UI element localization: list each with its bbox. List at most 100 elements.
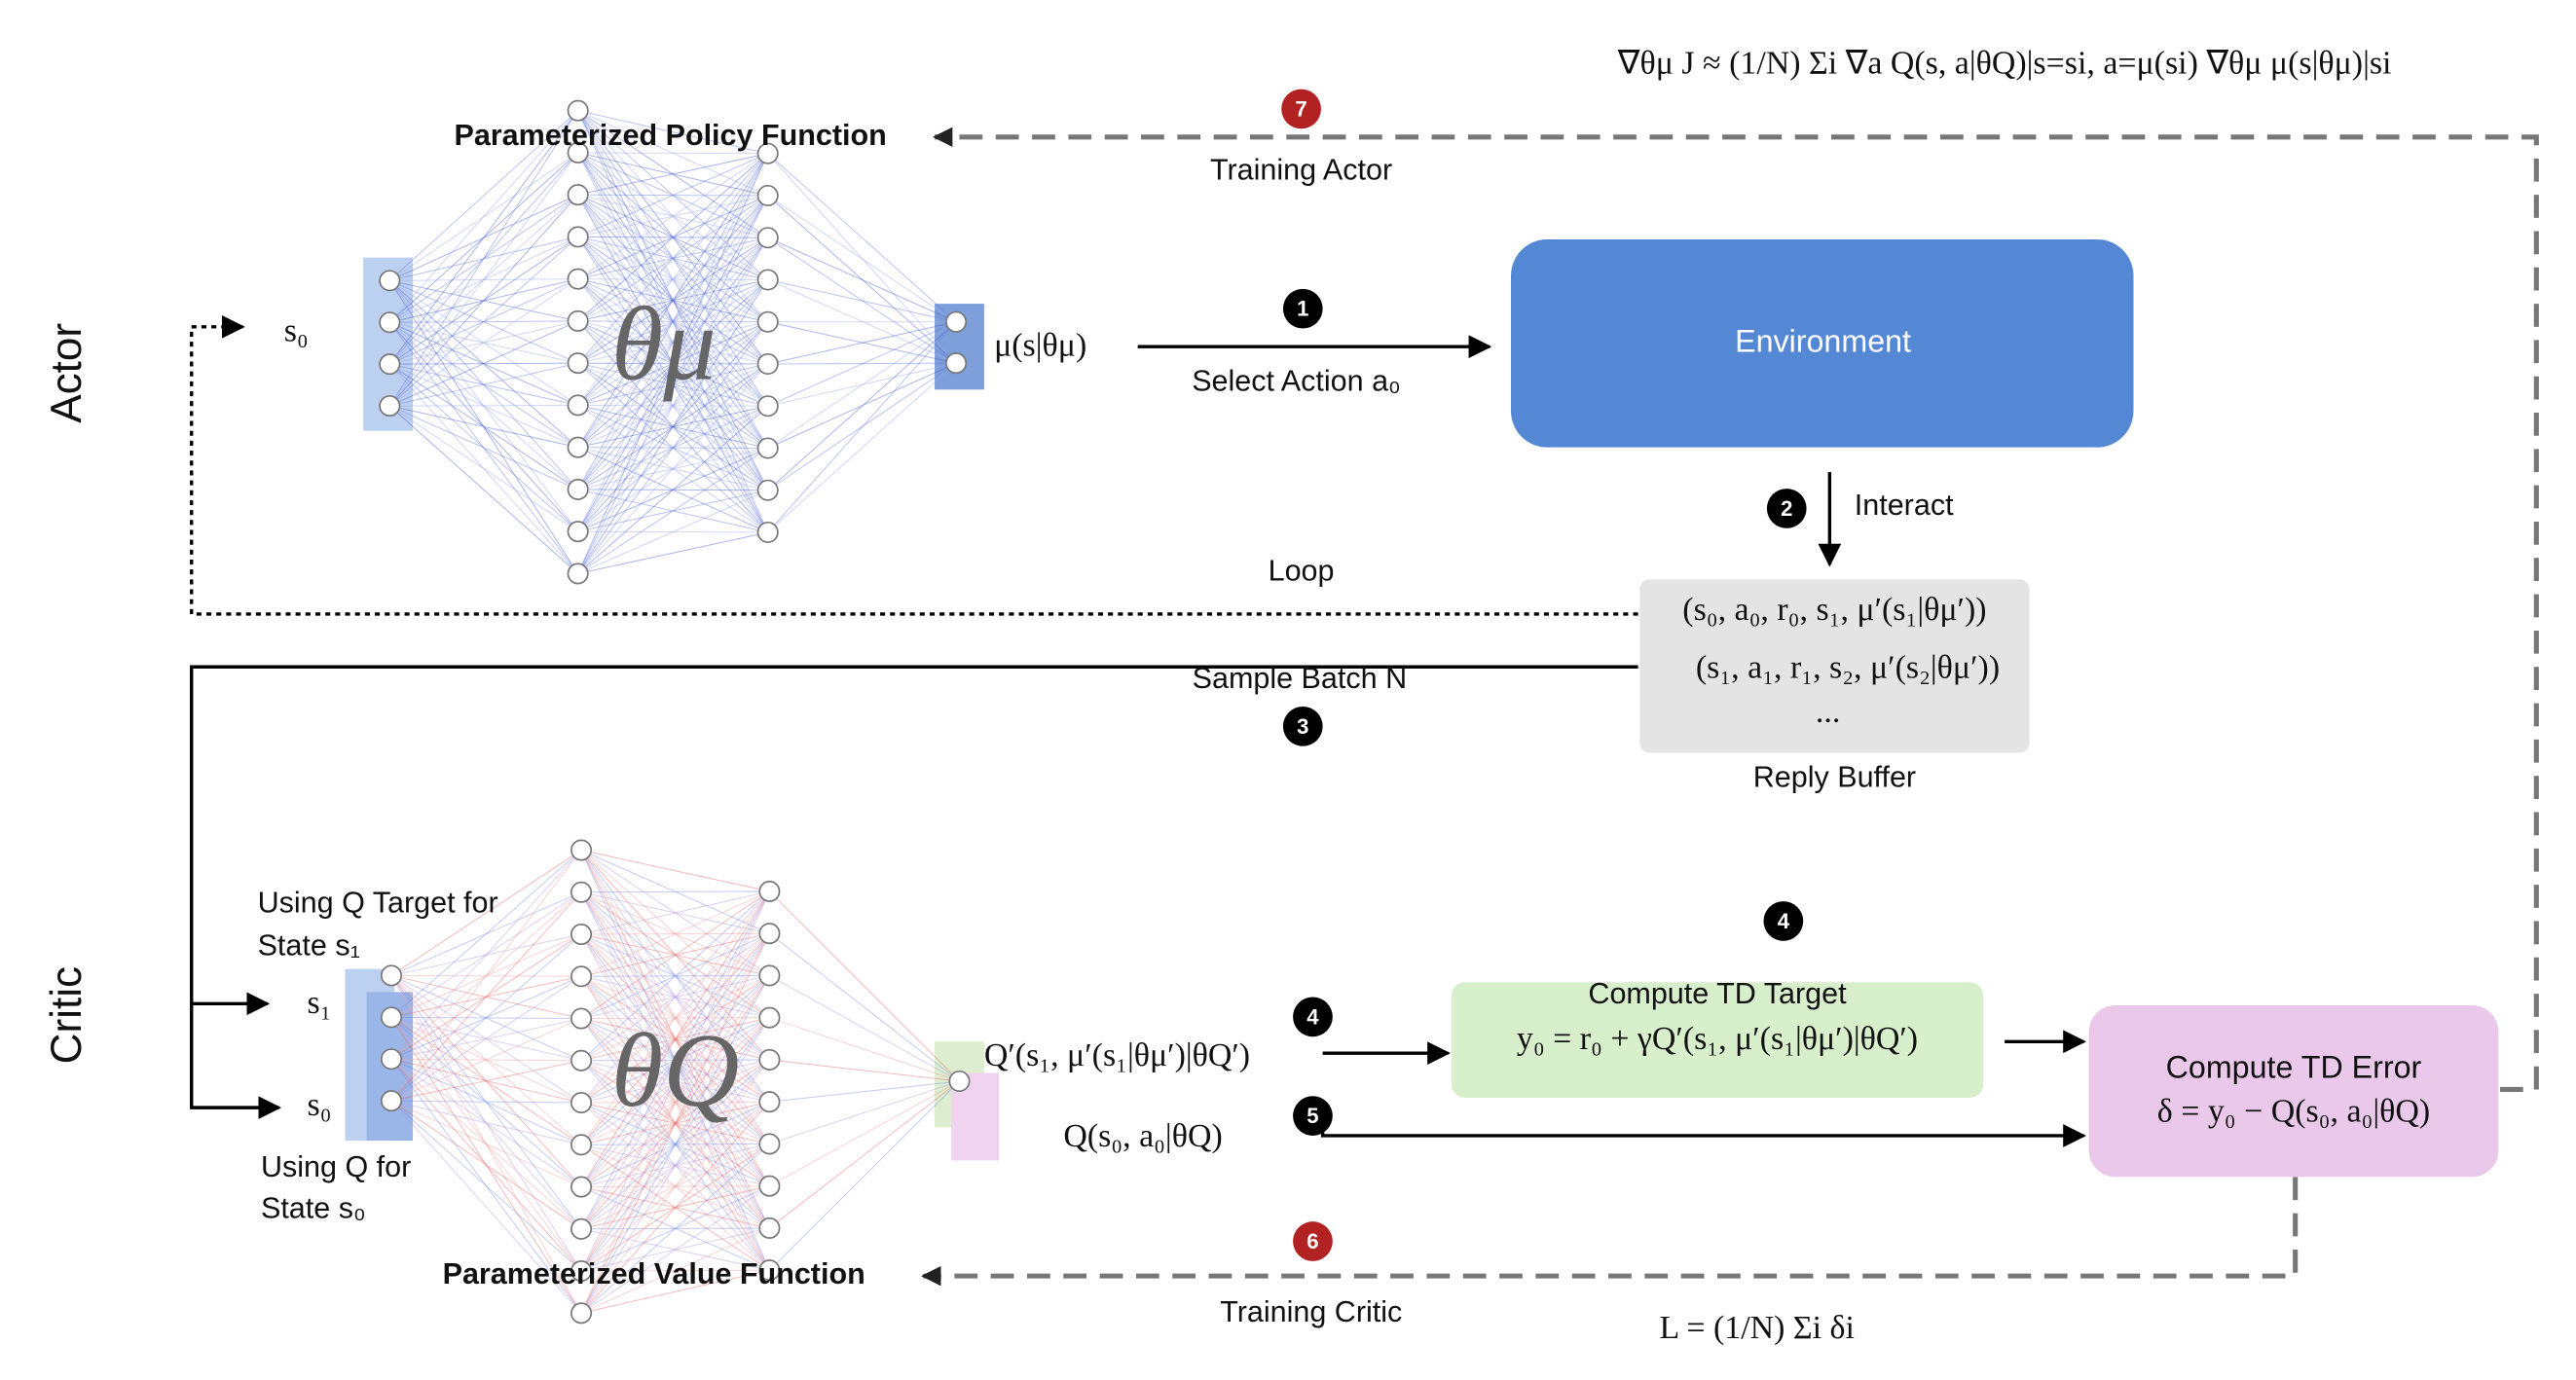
connection [577, 153, 769, 574]
connection [581, 1227, 770, 1230]
connection [577, 236, 768, 365]
connection [577, 362, 768, 407]
connection [388, 110, 578, 281]
connection [390, 1017, 582, 1230]
neuron [379, 270, 401, 292]
connection [767, 279, 957, 323]
connection [388, 194, 578, 365]
connection [580, 932, 770, 1020]
connection [580, 1101, 770, 1188]
critic-note: State s₀ [261, 1191, 366, 1224]
connection [577, 110, 769, 490]
connection [581, 1059, 770, 1062]
connection [390, 1017, 582, 1272]
connection [580, 932, 770, 977]
connection [580, 1017, 770, 1272]
connection [389, 320, 578, 365]
connection [580, 1059, 770, 1187]
connection [577, 405, 768, 532]
critic-note: State s₁ [258, 929, 360, 962]
connection [577, 153, 769, 532]
connection [577, 320, 768, 323]
connection [580, 1143, 770, 1188]
connection [577, 321, 768, 364]
connection [580, 975, 770, 1314]
neuron [570, 1176, 593, 1198]
connection [580, 1059, 770, 1272]
connection [577, 405, 769, 574]
connection [580, 1227, 770, 1314]
connection [580, 975, 770, 1103]
connection [580, 890, 770, 1230]
connection [577, 278, 769, 491]
connection [577, 321, 768, 406]
connection [577, 195, 769, 574]
connection [577, 195, 769, 532]
connection [580, 933, 770, 1187]
connection [580, 850, 770, 1061]
neuron [756, 142, 779, 164]
connection [580, 1144, 770, 1187]
connection [580, 890, 770, 1187]
step-number: 2 [1781, 496, 1792, 521]
connection [577, 404, 768, 450]
td-target-title: Compute TD Target [1588, 977, 1847, 1010]
connection [767, 321, 957, 449]
step-badge [1293, 1096, 1333, 1136]
buffer-row: ... [1816, 694, 1840, 730]
connection [580, 976, 770, 1271]
connection [390, 1100, 582, 1145]
neuron [758, 964, 781, 987]
connection [388, 194, 578, 323]
connection [577, 236, 768, 323]
connection [580, 932, 770, 1145]
connection [580, 890, 770, 1104]
connection [580, 975, 770, 1187]
connection [577, 194, 769, 449]
neuron [756, 479, 779, 501]
connection [577, 194, 769, 533]
connection [390, 975, 582, 1187]
connection [580, 1018, 770, 1271]
connection [577, 362, 768, 491]
connection [581, 1017, 770, 1020]
connection [388, 280, 579, 490]
training-critic-arrow [921, 1177, 2299, 1287]
step-label: Sample Batch N [1193, 662, 1408, 695]
connection [767, 236, 957, 364]
connection [577, 194, 769, 407]
connection [769, 1080, 960, 1187]
connection [577, 153, 769, 448]
connection [769, 1080, 960, 1229]
connection [389, 404, 578, 407]
connection [769, 1017, 960, 1082]
connection [581, 890, 770, 893]
actor-input: s₀ [284, 312, 309, 348]
connection [577, 110, 769, 323]
connection [577, 279, 769, 449]
connection [580, 1018, 770, 1103]
connection [577, 404, 768, 533]
connection [390, 1058, 582, 1314]
connection [577, 363, 769, 574]
step-number: 5 [1306, 1104, 1318, 1128]
connection [390, 1016, 582, 1187]
step-label: Training Critic [1220, 1295, 1402, 1328]
connection [580, 1060, 770, 1271]
critic-title: Parameterized Value Function [443, 1257, 865, 1290]
connection [580, 1102, 770, 1271]
critic-loss: L = (1/N) Σi δi [1659, 1310, 1854, 1346]
connection [390, 1058, 582, 1104]
neuron [945, 352, 968, 375]
connection [580, 1060, 770, 1144]
connection [577, 194, 768, 197]
connection [577, 530, 768, 533]
step-label: Select Action a₀ [1192, 365, 1401, 398]
step-badges: 1 2 3 4 4 5 6 7 [1281, 89, 1807, 1261]
q-arrow [1320, 1124, 2086, 1147]
connection [577, 110, 769, 407]
connection [580, 932, 770, 1104]
connection [388, 363, 578, 532]
connection [580, 933, 770, 1061]
connection [577, 362, 768, 449]
